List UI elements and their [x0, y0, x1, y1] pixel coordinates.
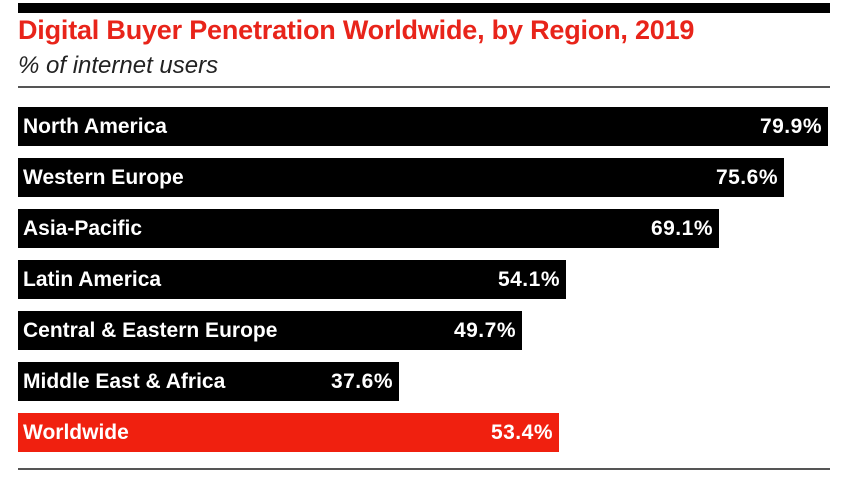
bar-4: Central & Eastern Europe 49.7% — [18, 311, 522, 350]
chart-title: Digital Buyer Penetration Worldwide, by … — [18, 15, 695, 45]
bar-6: Worldwide 53.4% — [18, 413, 559, 452]
bar-2: Asia-Pacific 69.1% — [18, 209, 719, 248]
value-label: 49.7% — [453, 318, 516, 342]
category-label: Central & Eastern Europe — [23, 318, 278, 342]
category-label: Asia-Pacific — [23, 216, 143, 240]
header-divider — [18, 86, 830, 88]
bar-1: Western Europe 75.6% — [18, 158, 784, 197]
category-label: Latin America — [23, 267, 162, 291]
value-label: 54.1% — [497, 267, 560, 291]
value-label: 37.6% — [330, 369, 393, 393]
value-label: 79.9% — [759, 114, 822, 138]
bar-0: North America 79.9% — [18, 107, 828, 146]
category-label: Middle East & Africa — [23, 369, 226, 393]
top-rule — [18, 3, 830, 13]
bar-chart: North America 79.9% Western Europe 75.6% Asi… — [18, 107, 830, 457]
value-label: 75.6% — [715, 165, 778, 189]
category-label: Western Europe — [23, 165, 184, 189]
chart-subtitle: % of internet users — [18, 52, 219, 79]
bar-3: Latin America 54.1% — [18, 260, 566, 299]
value-label: 53.4% — [490, 420, 553, 444]
category-label: Worldwide — [23, 420, 129, 444]
value-label: 69.1% — [650, 216, 713, 240]
footer-divider — [18, 468, 830, 470]
category-label: North America — [23, 114, 167, 138]
bar-5: Middle East & Africa 37.6% — [18, 362, 399, 401]
